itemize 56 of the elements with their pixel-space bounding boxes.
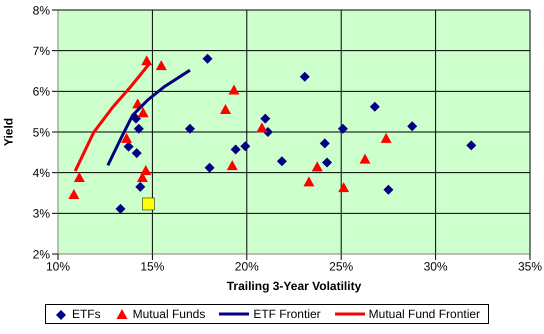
point	[230, 144, 241, 154]
point	[322, 158, 332, 168]
legend-label: ETFs	[72, 307, 101, 321]
x-axis-title: Trailing 3-Year Volatility	[226, 279, 362, 293]
point	[226, 160, 238, 170]
point	[370, 102, 380, 112]
point	[338, 124, 348, 134]
point	[240, 141, 250, 152]
point	[68, 189, 80, 200]
point	[134, 124, 144, 134]
point	[140, 165, 152, 176]
point	[312, 161, 323, 172]
x-tick-label: 10%	[46, 260, 70, 274]
line-series	[106, 68, 192, 167]
point	[380, 132, 392, 143]
y-axis-title: Yield	[1, 118, 16, 146]
y-tick-label: 6%	[32, 84, 50, 99]
y-tick-label: 5%	[32, 125, 50, 140]
point	[303, 176, 314, 186]
point	[124, 142, 134, 152]
point	[359, 154, 370, 164]
point	[256, 122, 268, 132]
y-tick-label: 7%	[32, 44, 50, 58]
x-tick-label: 20%	[234, 260, 260, 274]
point	[142, 198, 155, 210]
point	[204, 162, 215, 173]
point	[466, 140, 476, 150]
point	[220, 104, 231, 114]
legend-label: ETF Frontier	[253, 307, 321, 321]
x-tick-label: 25%	[329, 260, 354, 274]
y-tick-label: 3%	[32, 206, 50, 221]
point	[74, 172, 85, 182]
x-tick-label: 35%	[518, 260, 542, 274]
x-tick-label: 30%	[424, 260, 448, 274]
point	[115, 204, 126, 214]
point	[121, 132, 132, 143]
x-tick-label: 15%	[140, 260, 165, 274]
point	[338, 182, 350, 192]
point	[138, 107, 149, 118]
y-tick-label: 8%	[32, 3, 50, 18]
point	[260, 114, 270, 124]
point	[132, 148, 142, 158]
point	[276, 156, 287, 166]
legend-label: Mutual Fund Frontier	[368, 307, 480, 321]
point	[135, 182, 146, 192]
y-tick-label: 4%	[32, 166, 50, 180]
point	[184, 124, 195, 134]
point	[407, 121, 418, 132]
point	[228, 84, 240, 95]
legend-label: Mutual Funds	[132, 307, 206, 321]
point	[320, 138, 330, 148]
point	[300, 72, 310, 82]
point	[202, 54, 213, 64]
point	[383, 184, 394, 195]
point	[156, 60, 167, 70]
y-tick-label: 2%	[32, 247, 50, 262]
